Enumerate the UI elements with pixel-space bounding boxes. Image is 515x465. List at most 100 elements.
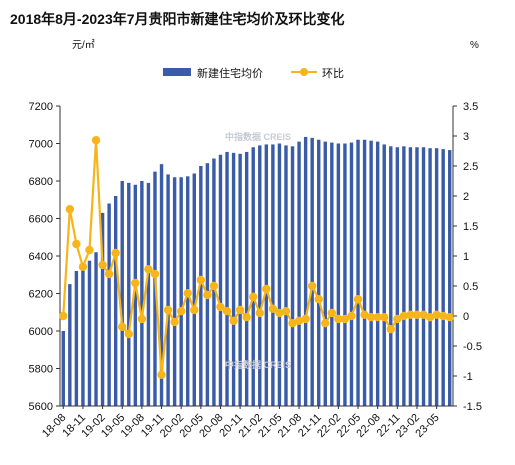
legend-bar-label: 新建住宅均价 — [197, 66, 263, 80]
right-tick-label: 1.5 — [463, 221, 478, 233]
bar-20-12 — [244, 151, 249, 406]
mom-point-19-02 — [98, 260, 107, 270]
mom-point-23-05 — [432, 310, 441, 319]
right-tick-label: -1.5 — [463, 401, 482, 413]
left-tick-label: 6600 — [29, 214, 53, 226]
right-tick-label: 0.5 — [463, 281, 478, 293]
right-tick-label: 1 — [463, 251, 469, 263]
bar-19-03 — [107, 203, 111, 406]
bar-18-08 — [61, 331, 65, 406]
bar-19-06 — [127, 182, 131, 407]
legend-line-marker — [300, 68, 308, 76]
legend: 新建住宅均价 环比 — [163, 66, 344, 80]
mom-point-20-09 — [222, 307, 232, 316]
bar-20-06 — [205, 163, 210, 406]
mom-point-21-06 — [281, 307, 291, 316]
bar-20-09 — [225, 151, 229, 406]
bar-19-08 — [140, 181, 144, 406]
right-axis-ticks: -1.5 -1 -0.5 0 0.5 1 1.5 2 2.5 3 3.5 — [453, 101, 482, 413]
mom-point-21-07 — [288, 319, 297, 328]
mom-point-20-06 — [203, 290, 212, 300]
bar-22-03 — [343, 143, 347, 406]
mom-point-20-10 — [229, 316, 238, 325]
legend-line-label: 环比 — [322, 67, 344, 80]
mom-point-21-08 — [294, 316, 304, 325]
bar-20-05 — [199, 166, 203, 406]
mom-point-19-03 — [104, 269, 114, 279]
left-axis-ticks: 5600 5800 6000 6200 6400 6600 6800 7000 7200 — [29, 101, 60, 413]
bar-18-09 — [68, 284, 72, 407]
watermark: 中指数据 CREIS — [225, 131, 291, 142]
bar-20-02 — [179, 177, 183, 406]
mom-point-19-01 — [91, 136, 101, 145]
bar-21-02 — [258, 145, 262, 407]
mom-point-18-11 — [78, 262, 88, 271]
mom-point-21-11 — [314, 295, 323, 304]
mom-point-22-06 — [360, 310, 369, 319]
bar-19-11 — [159, 164, 164, 407]
mom-point-20-01 — [170, 317, 179, 327]
mom-point-22-10 — [386, 325, 395, 334]
mom-point-23-04 — [425, 313, 435, 322]
bar-22-09 — [382, 144, 386, 406]
bar-19-04 — [113, 196, 118, 406]
x-axis-ticks: 18-0818-1119-0219-0519-0819-1120-0220-05… — [40, 406, 442, 440]
mom-point-22-05 — [353, 295, 363, 304]
right-axis-unit: % — [470, 40, 479, 51]
bar-19-01 — [94, 252, 98, 406]
mom-point-23-07 — [445, 313, 454, 322]
left-tick-label: 7200 — [29, 101, 53, 113]
bar-23-01 — [408, 147, 413, 406]
bar-21-05 — [277, 143, 282, 406]
right-tick-label: 3 — [463, 131, 469, 143]
mom-point-23-06 — [438, 311, 448, 321]
legend-bar-swatch — [163, 68, 191, 76]
mom-point-19-08 — [137, 314, 147, 324]
bar-19-12 — [166, 174, 170, 406]
bar-21-07 — [290, 146, 295, 406]
mom-point-22-01 — [327, 308, 337, 318]
right-tick-label: 0 — [463, 311, 469, 323]
bar-21-06 — [284, 145, 288, 407]
mom-point-19-06 — [124, 329, 133, 339]
mom-point-21-05 — [275, 308, 284, 318]
mom-point-21-01 — [249, 292, 258, 301]
mom-point-21-03 — [262, 284, 271, 294]
bar-22-12 — [402, 146, 406, 406]
bar-23-04 — [428, 148, 432, 406]
bar-20-04 — [192, 173, 196, 406]
bar-19-05 — [120, 181, 124, 406]
bar-20-11 — [238, 153, 242, 406]
mom-point-21-12 — [321, 319, 330, 328]
bar-21-01 — [251, 147, 255, 406]
bar-20-01 — [172, 177, 177, 406]
bar-23-05 — [434, 148, 439, 406]
bar-22-02 — [336, 143, 341, 406]
mom-point-19-10 — [150, 269, 160, 279]
mom-point-19-12 — [163, 305, 173, 315]
bar-22-05 — [356, 139, 360, 406]
right-tick-label: 2.5 — [463, 161, 478, 173]
mom-point-21-02 — [255, 308, 264, 318]
bar-23-02 — [415, 147, 419, 406]
bar-23-03 — [421, 147, 426, 406]
left-tick-label: 5800 — [29, 364, 53, 376]
mom-point-22-12 — [399, 311, 409, 321]
mom-point-22-04 — [347, 311, 356, 321]
mom-point-18-12 — [85, 245, 94, 255]
mom-point-20-05 — [196, 275, 206, 285]
bar-20-08 — [218, 154, 223, 406]
left-tick-label: 6800 — [29, 176, 53, 188]
left-tick-label: 6000 — [29, 326, 53, 338]
mom-point-20-03 — [183, 289, 192, 298]
bar-21-11 — [317, 139, 321, 406]
bar-18-10 — [74, 271, 79, 406]
bar-21-09 — [303, 136, 308, 406]
mom-point-23-01 — [406, 310, 415, 319]
mom-point-18-10 — [72, 239, 81, 249]
line-series — [59, 136, 454, 379]
mom-point-21-10 — [307, 281, 317, 291]
bar-series — [61, 136, 452, 407]
bar-21-08 — [297, 141, 301, 407]
mom-point-22-03 — [340, 314, 350, 324]
